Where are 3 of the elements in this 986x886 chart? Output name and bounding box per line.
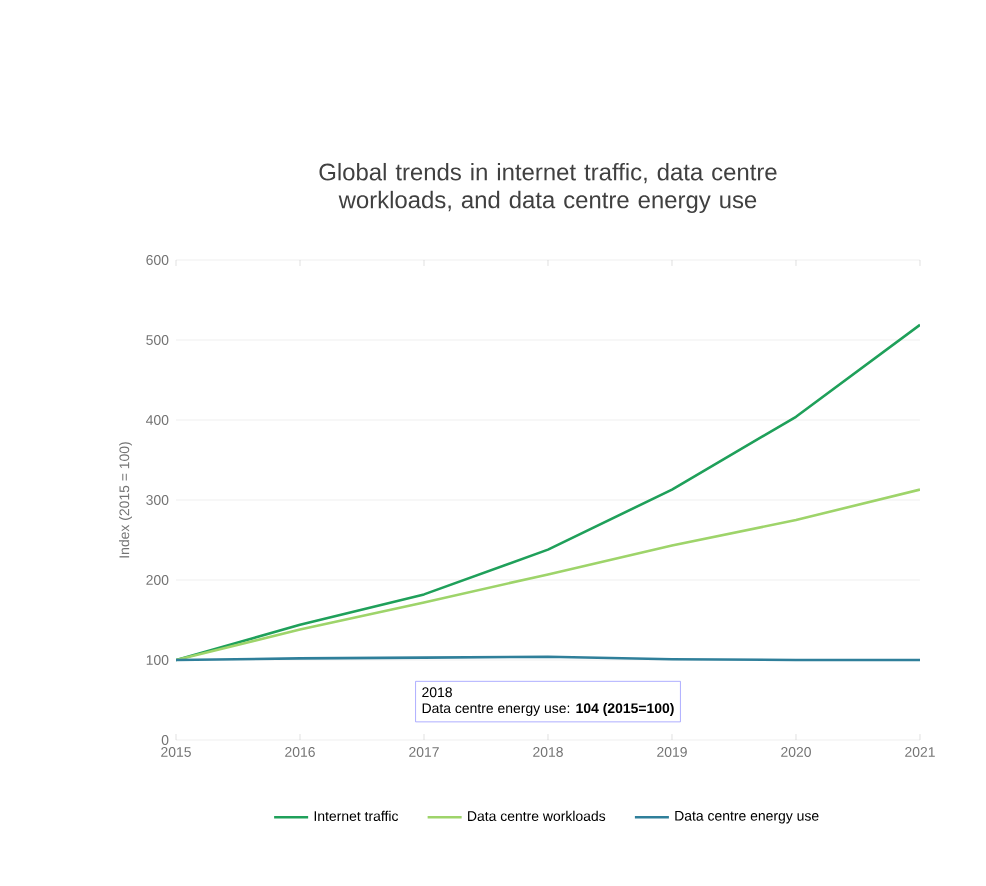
- line-series: [176, 488, 920, 662]
- line-series: [176, 323, 920, 662]
- chart-title: Global trends in internet traffic, data centre workloads, and data centre energy use: [319, 162, 777, 214]
